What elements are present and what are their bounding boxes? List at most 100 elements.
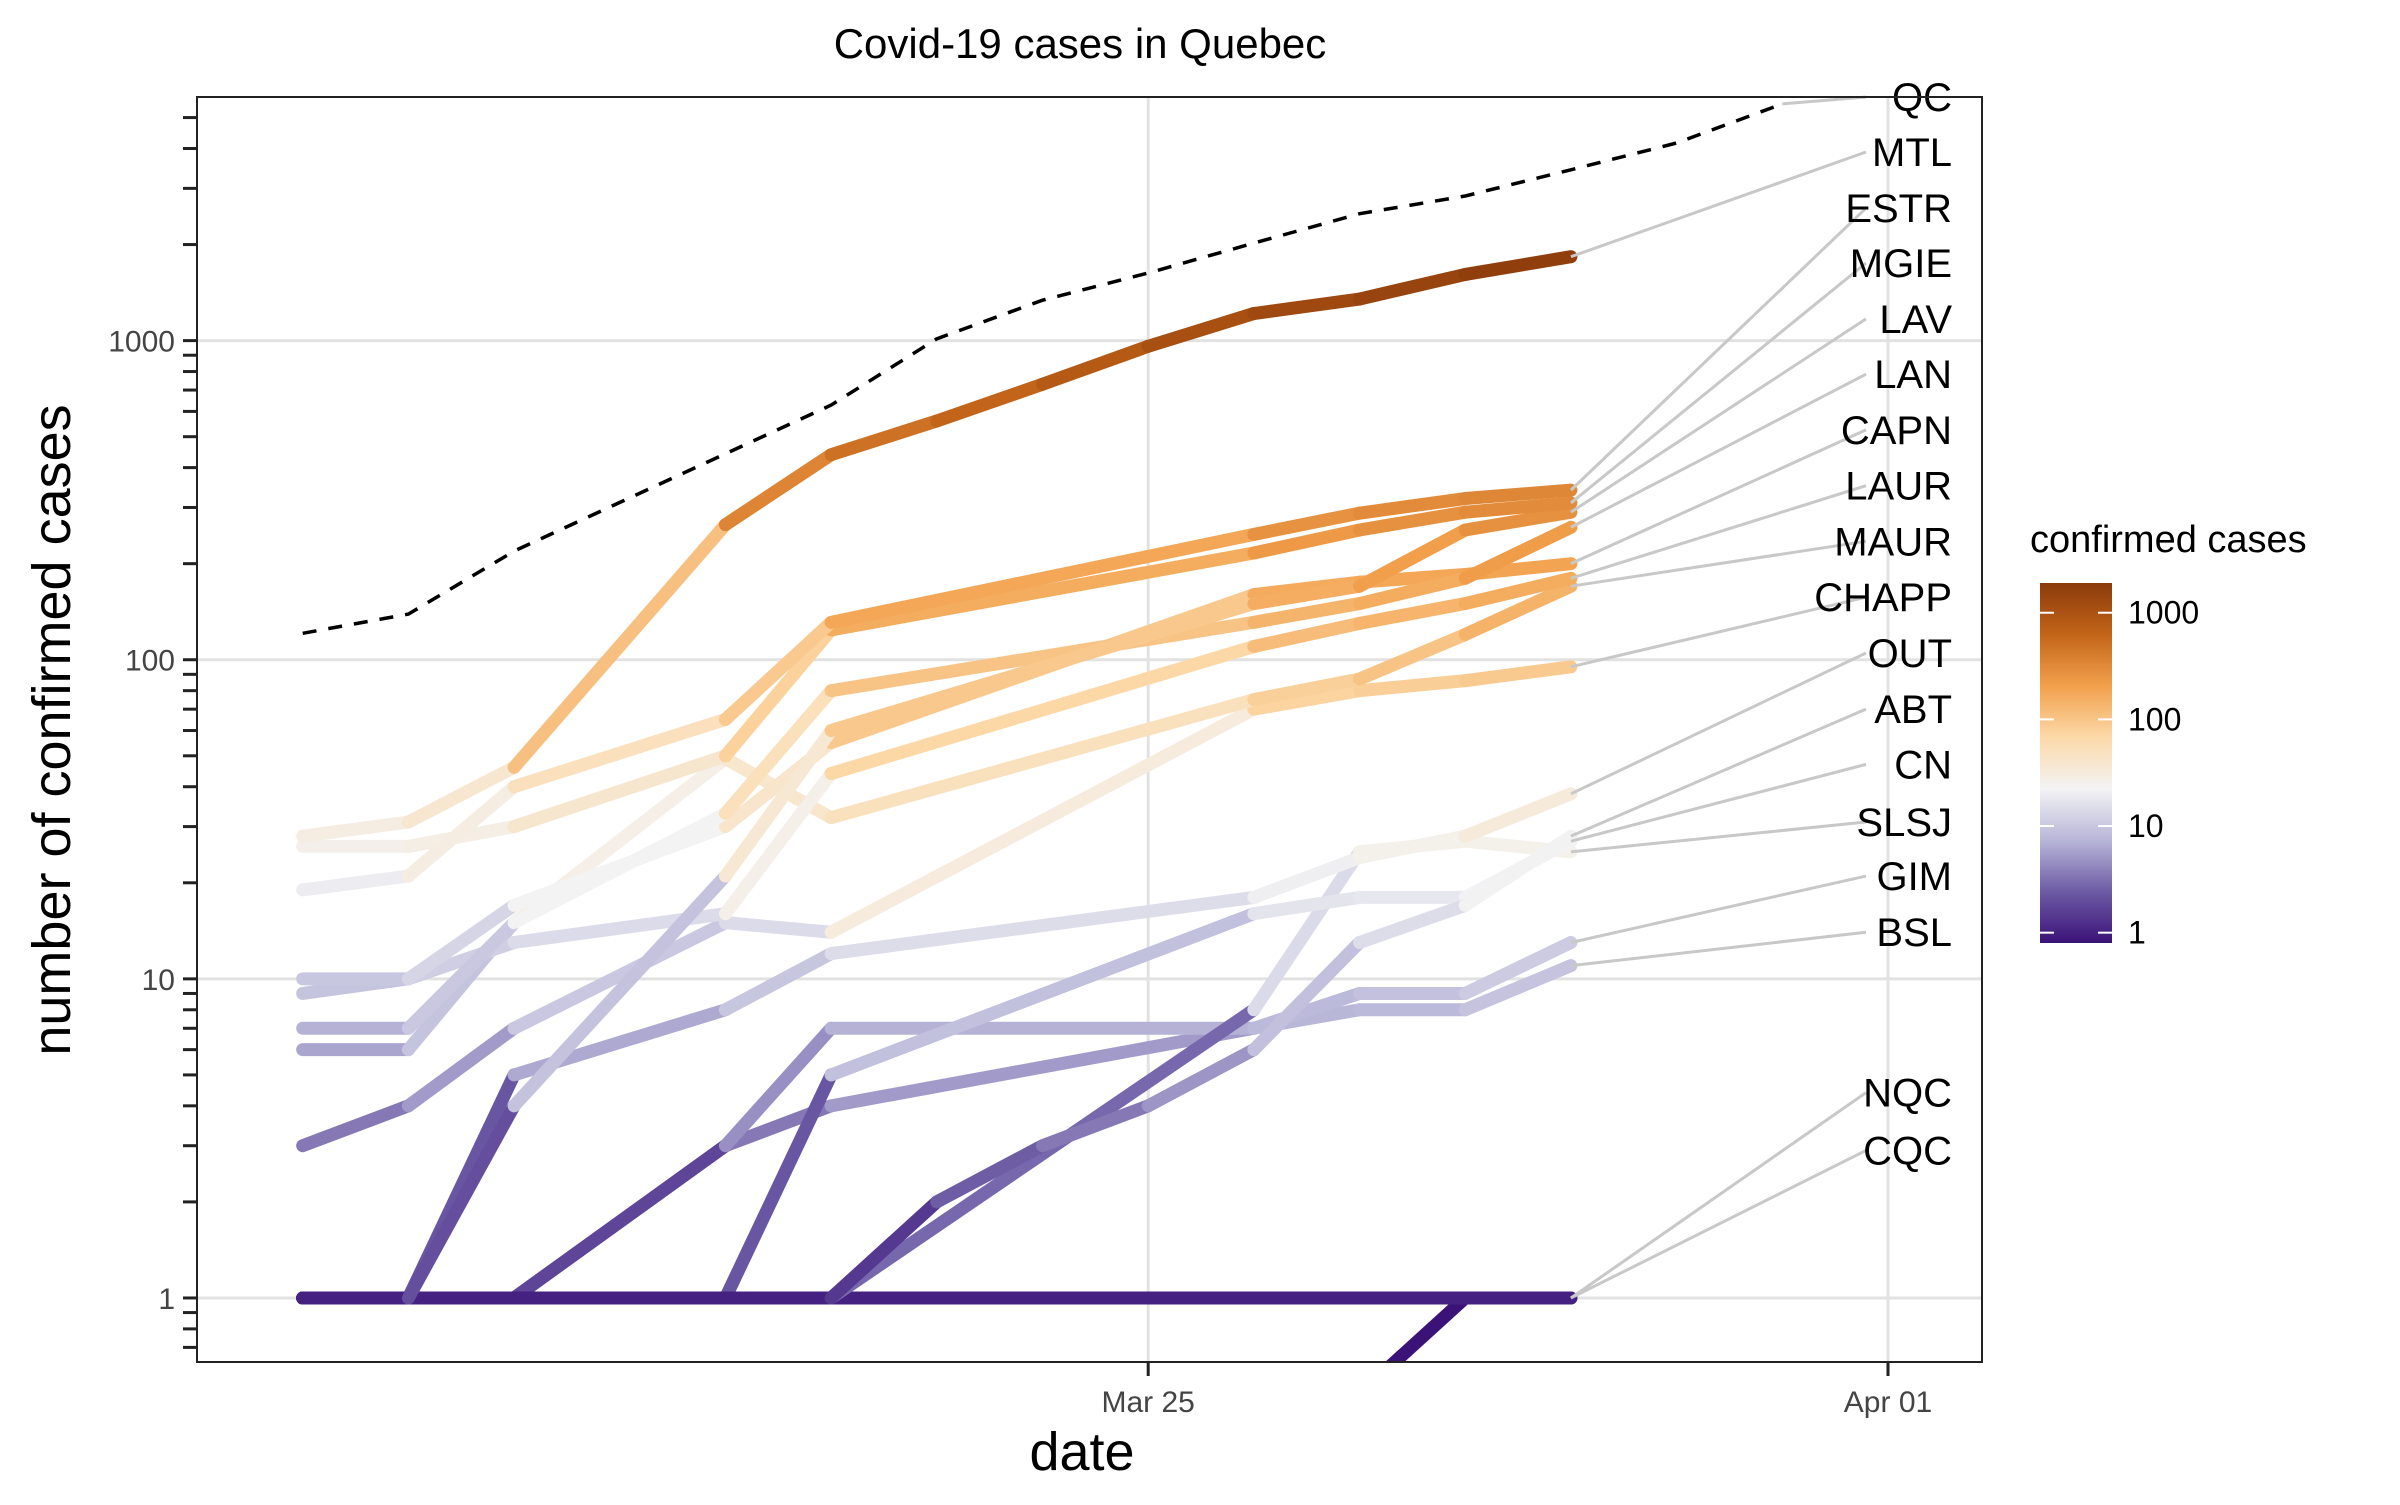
series-segment [824,702,1261,939]
series-segment [718,724,838,883]
chart-title: Covid-19 cases in Quebec [834,20,1327,67]
series-label-cqc: CQC [1863,1129,1952,1173]
series-segment [1353,627,1472,686]
series-line-chapp [296,660,1578,1153]
series-label-lan: LAN [1874,353,1952,397]
axes: 1 10 100 1000 Mar 25 Apr 01 [108,116,1932,1419]
series-segment [296,1099,415,1153]
series-segment [1458,787,1578,843]
series-segment [718,623,838,763]
series-segment [824,1021,1261,1113]
legend-tick-label: 1000 [2128,595,2199,631]
x-tick-label: Apr 01 [1844,1386,1932,1419]
x-axis-title: date [1029,1422,1134,1482]
series-segment [1353,505,1472,537]
series-segment [824,414,944,462]
series-segment [1036,339,1155,391]
series-segment [930,1139,1049,1209]
series-segment [1353,597,1472,630]
series-segment [507,749,732,834]
leader-line-lav [1570,317,1867,514]
leader-line-bsl [1570,930,1867,968]
series-lines [296,102,1783,1362]
series-label-capn: CAPN [1841,409,1952,453]
series-segment [507,1139,732,1305]
series-segment [507,712,732,794]
leader-line-out [1570,651,1867,796]
series-segment [1247,986,1367,1035]
series-segment [824,546,1261,637]
series-segment [296,869,415,897]
series-segment [1458,959,1578,1017]
series-label-mgie: MGIE [1850,242,1952,286]
label-leader-lines [1569,95,1868,1300]
series-segment [1247,579,1367,611]
leader-line-mgie [1569,261,1867,505]
series-segment [1353,267,1472,306]
series-label-bsl: BSL [1876,911,1952,955]
leader-line-laur [1570,484,1867,580]
series-segment [401,1099,521,1305]
series-segment [1247,935,1367,1057]
series-segment [718,947,838,1017]
series-segment [1353,571,1472,611]
series-segment [1458,660,1578,688]
leader-line-slsj [1570,820,1867,854]
series-line-slsj [296,834,1578,1305]
leader-line-capn [1570,428,1867,566]
series-label-gim: GIM [1876,855,1952,899]
series-segment [1353,898,1472,949]
series-segment [1458,829,1578,912]
series-segment [824,615,1261,698]
y-axis-title: number of confirmed cases [22,404,82,1055]
series-segment [1353,492,1472,520]
series-segment [401,916,521,1035]
series-segment [824,527,1261,629]
series-segment [1353,829,1472,865]
legend-colorbar [2040,583,2112,943]
series-segment [1353,674,1472,698]
y-tick-label: 10 [142,964,175,997]
series-label-estr: ESTR [1845,187,1952,231]
series-segment [1247,845,1367,1017]
legend-tick-label: 1 [2128,915,2146,951]
series-label-mtl: MTL [1872,131,1952,175]
leader-line-maur [1570,539,1867,588]
series-segment [1458,935,1578,1000]
series-segment [1247,597,1367,629]
series-line-lav [296,505,1578,1305]
series-line-maur [296,579,1578,1057]
series-segment [718,1068,838,1305]
legend-tick-label: 10 [2128,808,2164,844]
series-segment [401,1021,521,1113]
legend-ticks: 1 10 100 1000 [2040,595,2199,951]
y-tick-label: 100 [125,645,175,678]
series-segment [1458,520,1578,585]
series-segment [824,1003,1261,1305]
series-segment [1247,616,1367,654]
leader-line-chapp [1570,595,1867,669]
series-segment [824,640,1261,781]
series-segment [1458,579,1578,641]
series-segment [824,597,1261,738]
series-segment [1247,506,1367,541]
series-segment [1458,496,1578,519]
series-label-abt: ABT [1874,688,1952,732]
series-segment [1247,523,1367,560]
series-segment [1247,292,1367,321]
series-line-estr [296,483,1578,897]
series-segment [824,907,1261,1082]
series-segment [401,760,521,829]
series-segment [824,890,1261,961]
series-segment [507,869,732,1113]
leader-line-lan [1570,372,1867,529]
series-segment [824,693,1261,825]
series-segment [1141,1043,1261,1113]
series-label-chapp: CHAPP [1814,576,1952,620]
series-line-cqc [1385,1291,1578,1362]
series-segment [1458,571,1578,611]
legend-tick-label: 100 [2128,701,2181,737]
series-segment [401,780,521,883]
series-segment [1385,1291,1472,1362]
series-segment [1247,672,1367,707]
